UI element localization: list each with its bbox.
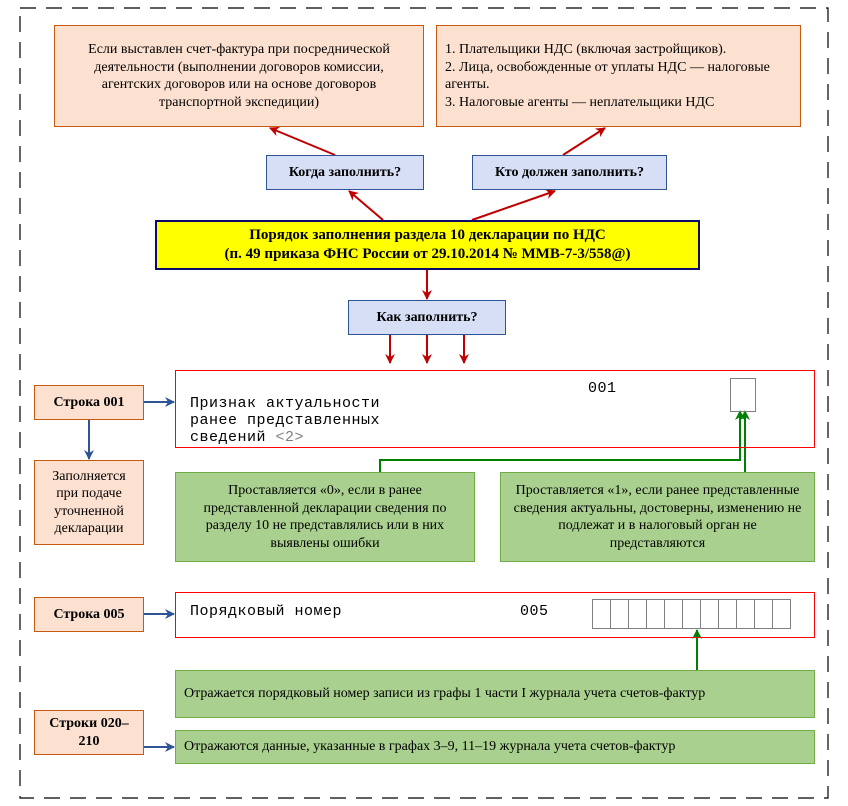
arrow-who-up	[563, 128, 605, 155]
arrow-yellow-to-who	[472, 191, 555, 220]
title-order-line2: (п. 49 приказа ФНС России от 29.10.2014 …	[225, 245, 631, 264]
form-005-cell	[772, 599, 791, 629]
label-lines-020-210: Строки 020–210	[34, 710, 144, 755]
question-when: Когда заполнить?	[266, 155, 424, 190]
info-who-content: 1. Плательщики НДС (включая застройщиков…	[436, 25, 801, 127]
form-005-cell	[754, 599, 773, 629]
form-005-cell	[592, 599, 611, 629]
form-005-cell	[664, 599, 683, 629]
label-line-001: Строка 001	[34, 385, 144, 420]
arrow-when-up	[270, 128, 335, 155]
title-order: Порядок заполнения раздела 10 декларации…	[155, 220, 700, 270]
arrow-yellow-to-when	[349, 191, 383, 220]
form-005-caption: Порядковый номер	[190, 603, 390, 620]
explain-lines-020-210: Отражаются данные, указанные в графах 3–…	[175, 730, 815, 764]
title-order-line1: Порядок заполнения раздела 10 декларации…	[249, 226, 606, 245]
form-001-code: 001	[588, 380, 617, 397]
form-001-inputcell	[730, 378, 756, 412]
form-005-cell	[718, 599, 737, 629]
form-005-code: 005	[520, 603, 549, 620]
form-005-cells	[592, 599, 791, 629]
note-line-001: Заполняется при подаче уточненной деклар…	[34, 460, 144, 545]
question-how: Как заполнить?	[348, 300, 506, 335]
explain-value-0: Проставляется «0», если в ранее представ…	[175, 472, 475, 562]
diagram-stage: Если выставлен счет-фактура при посредни…	[0, 0, 848, 806]
label-line-005: Строка 005	[34, 597, 144, 632]
form-005-cell	[700, 599, 719, 629]
form-001-caption: Признак актуальности ранее представленны…	[190, 378, 430, 446]
form-005-cell	[682, 599, 701, 629]
form-005-cell	[646, 599, 665, 629]
explain-seq-number: Отражается порядковый номер записи из гр…	[175, 670, 815, 718]
form-005-cell	[736, 599, 755, 629]
question-who: Кто должен заполнить?	[472, 155, 667, 190]
info-when-content: Если выставлен счет-фактура при посредни…	[54, 25, 424, 127]
form-005-cell	[628, 599, 647, 629]
explain-value-1: Проставляется «1», если ранее представле…	[500, 472, 815, 562]
form-005-cell	[610, 599, 629, 629]
